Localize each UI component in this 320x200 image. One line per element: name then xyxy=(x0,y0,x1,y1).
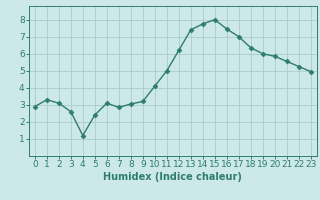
X-axis label: Humidex (Indice chaleur): Humidex (Indice chaleur) xyxy=(103,172,242,182)
